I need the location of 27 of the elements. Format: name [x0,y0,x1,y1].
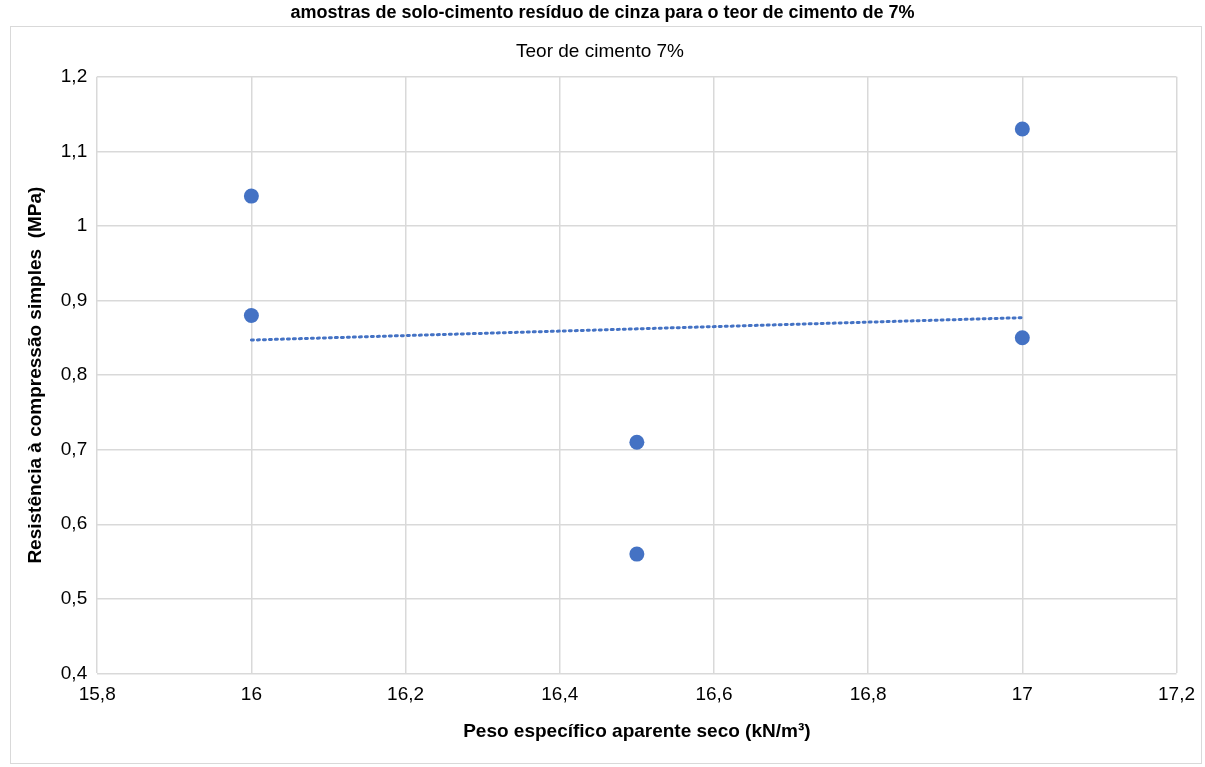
point [1014,330,1030,346]
x-tick-label: 15,8 [78,683,116,705]
x-tick-label: 16,4 [541,683,579,705]
y-tick-label: 1,2 [60,65,88,87]
y-tick-label: 1,1 [60,139,88,161]
y-tick-label: 0,9 [60,288,88,310]
point [629,434,645,450]
point [243,307,259,323]
y-tick-label: 0,6 [60,512,88,534]
point [629,546,645,562]
x-tick-label: 16,2 [387,683,425,705]
x-tick-label: 17 [1011,683,1033,705]
y-tick-label: 1 [76,214,88,236]
y-axis-title: Resistência à compressão simples (MPa) [23,186,45,564]
x-tick-label: 16,6 [695,683,733,705]
y-tick-label: 0,7 [60,437,88,459]
x-axis-title: Peso específico aparente seco (kN/m³) [463,719,811,741]
text: amostras de solo-cimento resíduo de cinza para o teor de cimento de 7% [289,2,916,23]
y-tick-label: 0,4 [60,661,88,683]
y-tick-label: 0,5 [60,587,88,609]
x-tick-label: 16,8 [849,683,887,705]
y-tick-label: 0,8 [60,363,88,385]
x-tick-label: 16 [240,683,262,705]
point [1014,121,1030,137]
point [243,188,259,204]
x-tick-label: 17,2 [1158,683,1195,705]
chart-title: Teor de cimento 7% [516,39,685,61]
